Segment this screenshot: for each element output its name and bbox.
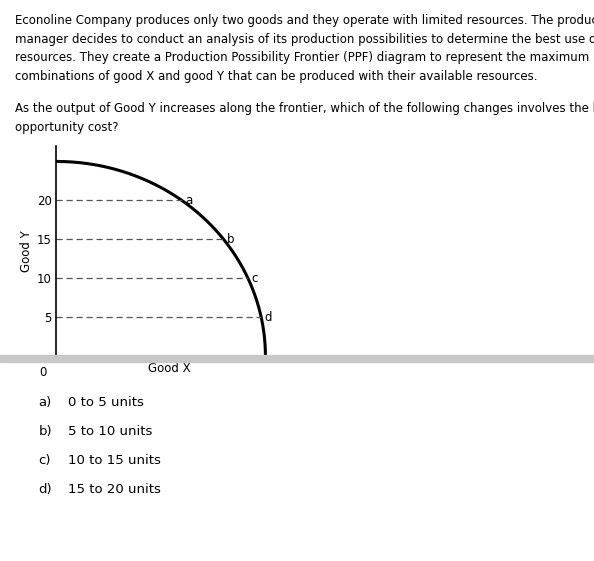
Text: combinations of good X and good Y that can be produced with their available reso: combinations of good X and good Y that c…	[15, 70, 538, 82]
Text: manager decides to conduct an analysis of its production possibilities to determ: manager decides to conduct an analysis o…	[15, 33, 594, 45]
Text: d: d	[264, 311, 272, 324]
Text: a): a)	[39, 396, 52, 408]
Text: c): c)	[39, 454, 51, 467]
Text: 15 to 20 units: 15 to 20 units	[68, 483, 161, 496]
Text: c: c	[251, 272, 258, 285]
Text: resources. They create a Production Possibility Frontier (PPF) diagram to repres: resources. They create a Production Poss…	[15, 51, 589, 64]
Text: b): b)	[39, 425, 52, 438]
Text: opportunity cost?: opportunity cost?	[15, 121, 118, 134]
Text: As the output of Good Y increases along the frontier, which of the following cha: As the output of Good Y increases along …	[15, 102, 594, 115]
Y-axis label: Good Y: Good Y	[20, 230, 33, 272]
Text: 10 to 15 units: 10 to 15 units	[68, 454, 161, 467]
X-axis label: Good X: Good X	[148, 362, 191, 375]
Text: a: a	[185, 194, 192, 207]
Text: 0 to 5 units: 0 to 5 units	[68, 396, 144, 408]
Text: Econoline Company produces only two goods and they operate with limited resource: Econoline Company produces only two good…	[15, 14, 594, 27]
Text: b: b	[227, 233, 235, 246]
Text: 0: 0	[39, 366, 46, 379]
Text: 5 to 10 units: 5 to 10 units	[68, 425, 153, 438]
Text: d): d)	[39, 483, 52, 496]
